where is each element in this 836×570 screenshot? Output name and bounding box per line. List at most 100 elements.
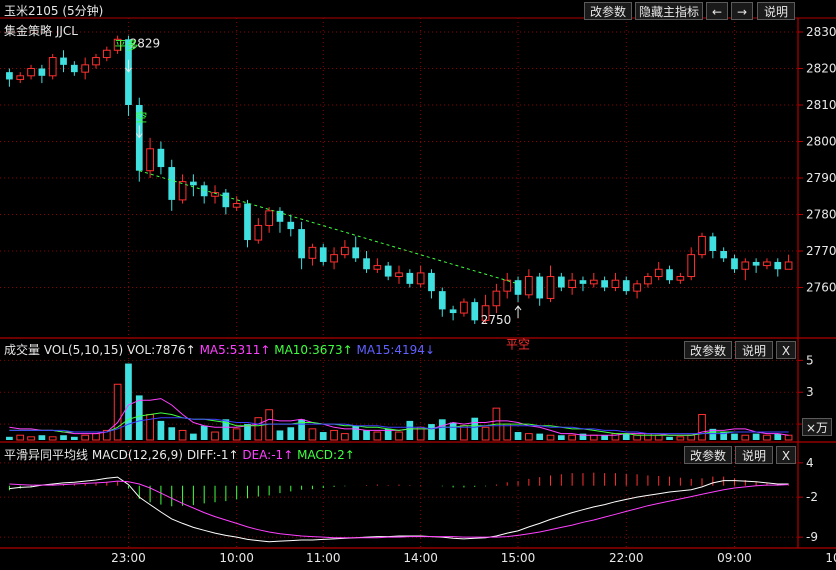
volume-bar-up [698, 414, 706, 441]
volume-bar-down [384, 428, 392, 440]
candle-body-down [731, 258, 738, 270]
volume-panel-label: 成交量 [4, 343, 41, 357]
candle-body-down [157, 148, 165, 168]
candle-body-down [244, 203, 251, 241]
candle-body-down [60, 57, 67, 65]
volume-bar-down [157, 420, 165, 440]
candle-body-up [416, 272, 425, 285]
volume-bar-up [113, 383, 122, 441]
volume-bar-up [211, 431, 219, 441]
ma10-value: MA10:3673↑ [274, 343, 353, 357]
volume-bar-down [190, 433, 197, 440]
axis-labels: 2760 2770 2780 2790 2800 2810 2820 2830 23:00 10:… [111, 25, 836, 565]
macd-histogram [8, 472, 790, 543]
ma5-value: MA5:5311↑ [199, 343, 271, 357]
candle-body-up [589, 279, 598, 285]
time-tick-label: 11:00 [306, 551, 341, 565]
candle-body-up [48, 57, 57, 77]
volume-ma10-line [9, 412, 789, 436]
candle-body-down [363, 258, 370, 270]
diff-value: DIFF:-1↑ [186, 448, 239, 462]
volume-bar-down [276, 430, 284, 440]
volume-bar-down [125, 363, 132, 440]
volume-bar-down [731, 433, 738, 440]
candle-body-down [190, 181, 197, 186]
candle-body-up [784, 261, 793, 270]
ma15-value: MA15:4194↓ [356, 343, 435, 357]
candle-body-down [774, 261, 782, 270]
volume-modify-params-button[interactable]: 改参数 [684, 341, 732, 359]
price-tick-label: 2760 [806, 281, 836, 295]
candle-body-up [92, 57, 100, 66]
time-tick-label: 09:00 [717, 551, 752, 565]
volume-bar-up [654, 434, 663, 441]
candle-body-up [611, 279, 620, 289]
volume-close-button[interactable]: X [776, 341, 796, 359]
candle-body-down [70, 64, 78, 73]
volume-spec: VOL(5,10,15) [43, 343, 124, 357]
candle-body-up [546, 276, 555, 299]
candle-body-down [752, 261, 760, 266]
candle-body-up [676, 276, 685, 281]
candle-body-up [492, 290, 501, 307]
volume-ma15-line [9, 417, 789, 435]
volume-bar-down [298, 419, 305, 440]
macd-tick-label: 4 [806, 456, 814, 470]
volume-unit-button[interactable]: ×万 [802, 418, 832, 436]
candle-body-down [38, 68, 46, 76]
prev-arrow-button[interactable]: ← [706, 2, 728, 20]
volume-bar-down [38, 435, 46, 440]
candle-body-down [471, 302, 479, 321]
volume-bar-down [666, 436, 673, 440]
volume-bar-up [460, 425, 468, 441]
volume-bar-up [481, 426, 490, 441]
volume-bar-down [6, 436, 13, 440]
volume-bar-up [633, 434, 641, 441]
macd-tick-label: -9 [806, 530, 818, 544]
volume-bar-up [254, 417, 263, 441]
macd-indicator-legend: 平滑异同平均线 MACD(12,26,9) DIFF:-1↑ DEA:-1↑ M… [4, 446, 355, 463]
candle-body-down [557, 276, 565, 288]
hide-main-indicator-button[interactable]: 隐藏主指标 [635, 2, 703, 20]
macd-panel-label: 平滑异同平均线 [4, 448, 89, 462]
volume-bar-up [178, 429, 187, 441]
candle-body-down [406, 272, 414, 284]
candle-body-up [741, 261, 750, 270]
candle-body-up [16, 75, 25, 80]
price-annotation: 空 [135, 110, 147, 124]
candle-body-up [27, 68, 35, 77]
volume-bar-up [546, 434, 555, 441]
volume-help-button[interactable]: 说明 [735, 341, 773, 359]
volume-bar-up [146, 414, 154, 441]
macd-close-button[interactable]: X [776, 446, 796, 464]
time-tick-label: 22:00 [609, 551, 644, 565]
macd-modify-params-button[interactable]: 改参数 [684, 446, 732, 464]
volume-bar-down [244, 424, 251, 440]
volume-bar-down [774, 433, 782, 440]
candle-body-down [601, 280, 608, 288]
modify-params-button[interactable]: 改参数 [584, 2, 632, 20]
candle-body-down [200, 185, 208, 197]
macd-tick-label: -2 [806, 490, 818, 504]
candle-body-down [6, 72, 13, 80]
candle-body-down [449, 309, 457, 314]
macd-value: MACD:2↑ [297, 448, 355, 462]
volume-bar-down [319, 432, 327, 440]
price-annotation: 2750 [481, 313, 512, 327]
help-button[interactable]: 说明 [757, 2, 795, 20]
volume-bar-up [308, 428, 317, 441]
candle-body-up [178, 181, 187, 201]
volume-bar-down [200, 425, 208, 440]
candle-body-up [211, 192, 219, 197]
macd-help-button[interactable]: 说明 [735, 446, 773, 464]
volume-bar-up [92, 433, 100, 441]
candle-body-down [622, 280, 630, 292]
volume-bar-up [232, 428, 241, 441]
volume-value: VOL:7876↑ [126, 343, 196, 357]
next-arrow-button[interactable]: → [731, 2, 753, 20]
volume-bar-up [503, 423, 512, 441]
candle-body-up [265, 210, 273, 226]
volume-bar-up [81, 434, 90, 441]
